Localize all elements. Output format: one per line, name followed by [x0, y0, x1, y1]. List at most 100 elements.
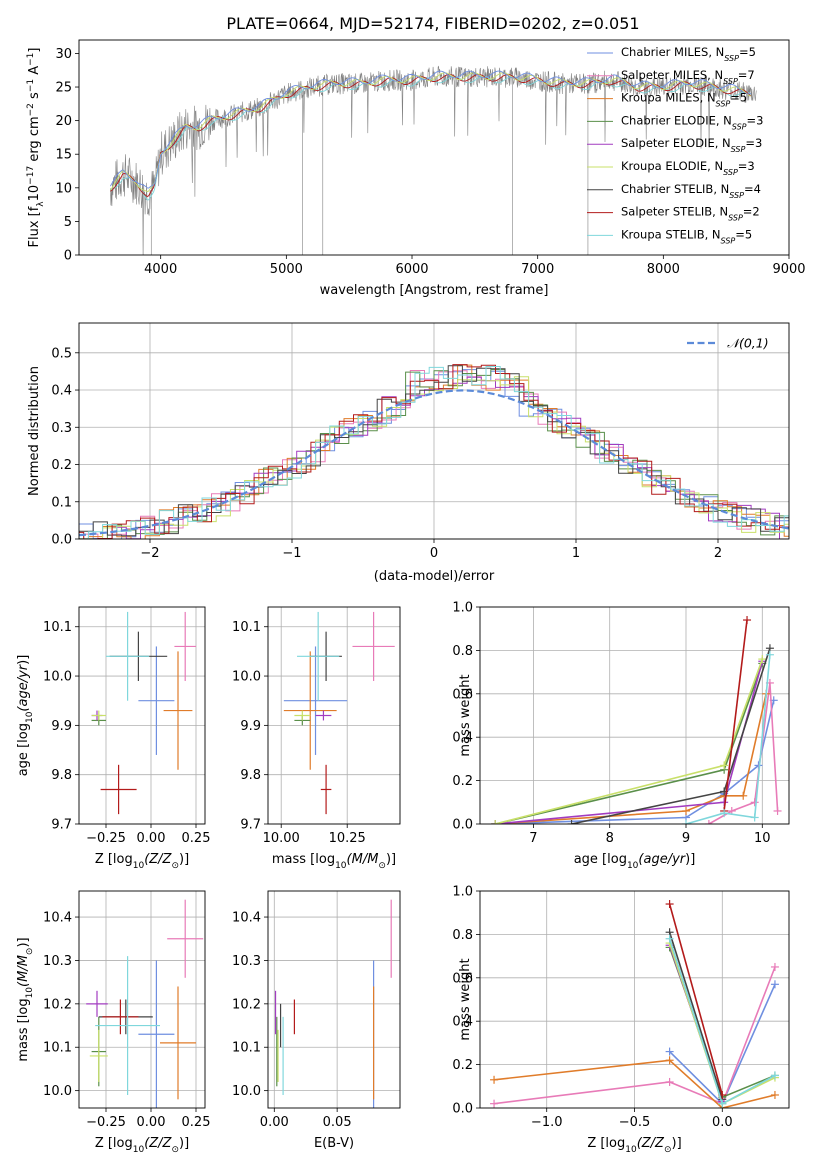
y-axis-label: mass weight	[458, 958, 473, 1040]
residual-histogram-kroupa_stelib	[79, 366, 789, 539]
tick-label-y: 10.3	[43, 954, 72, 969]
axes-frame	[78, 890, 206, 1109]
x-axis-label: Z [log10(Z/Z⊙)]	[95, 852, 189, 871]
weight-line-chabrier_miles	[495, 700, 775, 824]
weight-line-salpeter_stelib	[723, 619, 748, 812]
residual-histogram-salpeter_elodie	[79, 376, 789, 539]
residual-histogram-salpeter_stelib	[79, 364, 789, 539]
weight-line-salpeter_stelib	[668, 903, 724, 1096]
x-axis-label: Z [log10(Z/Z⊙)]	[587, 1136, 681, 1155]
panel-mass_vs_ebv: 0.00 0.05 10.0 10.1 10.2 10.3 10.4 E(B-V)	[232, 890, 401, 1151]
tick-label-y: 0.4	[51, 384, 72, 399]
tick-label-y: 1.0	[452, 885, 473, 900]
residual-histogram-salpeter_miles	[79, 370, 789, 539]
weight-line-kroupa_elodie	[495, 658, 764, 824]
y-axis-label: Flux [fλ10−17 erg cm−2 s−1 A−1]	[26, 48, 46, 248]
residual-histogram-kroupa_elodie	[79, 376, 789, 539]
tick-label-y: 0.2	[51, 458, 72, 473]
axes-frame	[78, 39, 790, 256]
normal-curve	[79, 389, 789, 537]
tick-label-x: 2	[714, 546, 722, 561]
y-axis-label: mass [log10(M/M⊙)]	[16, 937, 35, 1061]
tick-label-x: 1	[572, 546, 580, 561]
tick-label-y: 9.9	[240, 719, 261, 734]
tick-label-x: 0	[430, 546, 438, 561]
tick-label-y: 0.4	[452, 731, 473, 746]
figure-title: PLATE=0664, MJD=52174, FIBERID=0202, z=0…	[226, 14, 639, 33]
tick-label-y: 0.0	[51, 533, 72, 548]
tick-label-x: 9000	[772, 262, 805, 277]
axes-frame	[78, 606, 206, 825]
plot-area-spectrum	[110, 65, 757, 255]
tick-label-y: 0.5	[51, 346, 72, 361]
panel-weight_vs_age: 7 8 9 10 0.0 0.2 0.4 0.6 0.8 1.0 age [log10(age/yr…	[452, 601, 790, 871]
tick-label-x: 0.25	[182, 1115, 211, 1130]
tick-label-y: 0.8	[452, 928, 473, 943]
plot-area-mass_vs_Z	[86, 899, 204, 1108]
tick-label-y: 0.6	[452, 687, 473, 702]
tick-label-x: 5000	[270, 262, 303, 277]
tick-label-x: 4000	[144, 262, 177, 277]
x-axis-label: Z [log10(Z/Z⊙)]	[95, 1136, 189, 1155]
axes-frame	[479, 606, 790, 825]
tick-label-y: 0.8	[452, 644, 473, 659]
weight-line-kroupa_miles	[493, 1059, 776, 1108]
x-axis-label: (data-model)/error	[374, 569, 495, 584]
tick-label-x: 7	[529, 831, 537, 846]
tick-label-y: 10.1	[43, 1041, 72, 1056]
tick-label-x: −2	[140, 546, 159, 561]
tick-label-y: 9.9	[51, 719, 72, 734]
tick-label-y: 10.0	[43, 670, 72, 685]
plot-area-residuals	[79, 364, 789, 539]
legend-label: Kroupa ELODIE, NSSP=3	[621, 159, 755, 177]
tick-label-y: 9.8	[51, 768, 72, 783]
tick-label-x: 9	[682, 831, 690, 846]
weight-line-salpeter_elodie	[495, 661, 764, 824]
tick-label-x: 8	[606, 831, 614, 846]
tick-label-y: 9.8	[240, 768, 261, 783]
plot-area-weight_vs_Z	[490, 900, 779, 1108]
panel-spectrum: 4000 5000 6000 7000 8000 9000 0 5 10 15 20 25 30 wave…	[26, 39, 806, 298]
tick-label-y: 10.2	[43, 997, 72, 1012]
tick-label-y: 0.6	[452, 971, 473, 986]
tick-label-x: −0.5	[619, 1115, 651, 1130]
tick-label-y: 10	[55, 181, 72, 196]
legend-label: Salpeter MILES, NSSP=7	[621, 68, 755, 86]
model-spectrum-kroupa_elodie	[110, 72, 751, 193]
tick-label-y: 10.4	[43, 911, 72, 926]
legend-label: Chabrier STELIB, NSSP=4	[621, 182, 761, 200]
x-axis-label: E(B-V)	[314, 1136, 354, 1151]
tick-label-y: 5	[64, 215, 72, 230]
weight-line-chabrier_elodie	[495, 663, 764, 824]
legend-label: Kroupa MILES, NSSP=5	[621, 91, 747, 109]
tick-label-y: 0.0	[452, 818, 473, 833]
tick-label-y: 15	[55, 148, 72, 163]
tick-label-y: 10.1	[43, 620, 72, 635]
y-axis-label: age [log10(age/yr)]	[16, 655, 35, 777]
tick-label-y: 0.2	[452, 774, 473, 789]
legend-label: Kroupa STELIB, NSSP=5	[621, 227, 752, 245]
legend-label: 𝒩(0,1)	[727, 336, 769, 351]
x-axis-label: age [log10(age/yr)]	[574, 852, 696, 871]
tick-label-y: 9.7	[240, 818, 261, 833]
plot-area-weight_vs_age	[491, 616, 782, 824]
tick-label-y: 10.4	[232, 911, 261, 926]
tick-label-x: 0.25	[182, 831, 211, 846]
legend-label: Salpeter STELIB, NSSP=2	[621, 205, 760, 223]
tick-label-y: 10.0	[43, 1084, 72, 1099]
tick-label-y: 0.3	[51, 421, 72, 436]
tick-label-x: −0.25	[86, 1115, 126, 1130]
tick-label-x: 0.00	[260, 1115, 289, 1130]
tick-label-y: 0.4	[452, 1015, 473, 1030]
plot-area-age_vs_mass	[283, 611, 395, 815]
panel-age_vs_mass: 10.00 10.25 9.7 9.8 9.9 10.0 10.1 mass [log10(M…	[232, 606, 401, 871]
tick-label-y: 30	[55, 47, 72, 62]
model-spectrum-chabrier_miles	[110, 70, 751, 189]
axes-frame	[267, 890, 401, 1109]
tick-label-y: 0.2	[452, 1058, 473, 1073]
weight-line-kroupa_stelib	[685, 654, 771, 824]
legend-label: Salpeter ELODIE, NSSP=3	[621, 136, 762, 154]
tick-label-x: 0.05	[323, 1115, 352, 1130]
tick-label-y: 1.0	[452, 601, 473, 616]
tick-label-x: 7000	[521, 262, 554, 277]
